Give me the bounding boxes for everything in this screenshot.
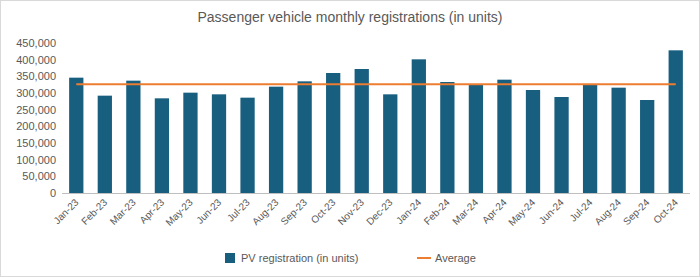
bar xyxy=(126,81,140,193)
x-tick-label: Nov-23 xyxy=(336,196,367,227)
x-axis xyxy=(62,193,690,194)
x-tick-label: Jul-23 xyxy=(225,196,252,223)
y-tick-label: 50,000 xyxy=(22,170,56,182)
x-tick-label: Jun-23 xyxy=(194,196,224,226)
bar xyxy=(355,69,369,193)
x-tick-label: Oct-23 xyxy=(309,196,338,225)
bar xyxy=(583,84,597,193)
line xyxy=(76,83,675,85)
y-tick-label: 0 xyxy=(50,187,56,199)
bar xyxy=(69,78,83,193)
bar xyxy=(526,90,540,193)
y-tick-label: 100,000 xyxy=(16,154,56,166)
y-tick-label: 400,000 xyxy=(16,54,56,66)
legend-label: PV registration (in units) xyxy=(241,252,358,264)
bar xyxy=(155,98,169,193)
y-tick-label: 250,000 xyxy=(16,104,56,116)
bar xyxy=(269,87,283,193)
y-tick-label: 300,000 xyxy=(16,87,56,99)
y-tick-label: 150,000 xyxy=(16,137,56,149)
bar xyxy=(298,81,312,193)
y-tick-label: 200,000 xyxy=(16,120,56,132)
legend: PV registration (in units) Average xyxy=(225,252,476,264)
bar xyxy=(240,98,254,193)
legend-swatch xyxy=(225,253,235,263)
chart-title: Passenger vehicle monthly registrations … xyxy=(197,9,502,25)
bar xyxy=(183,93,197,193)
x-tick-label: Jan-24 xyxy=(394,196,424,226)
x-tick-label: Jan-23 xyxy=(51,196,81,226)
plot-area xyxy=(69,50,683,193)
bar xyxy=(326,73,340,193)
x-tick-label: Aug-23 xyxy=(250,196,281,227)
bar xyxy=(98,96,112,193)
bar xyxy=(612,88,626,193)
x-tick-label: Dec-23 xyxy=(364,196,395,227)
chart-svg: Passenger vehicle monthly registrations … xyxy=(0,0,700,277)
x-tick-label: Oct-24 xyxy=(651,196,680,225)
legend-label: Average xyxy=(435,252,476,264)
bar xyxy=(440,82,454,193)
x-tick-label: Apr-23 xyxy=(137,196,166,225)
x-tick-label: Mar-23 xyxy=(108,196,138,226)
chart-border xyxy=(1,1,700,277)
y-tick-label: 450,000 xyxy=(16,37,56,49)
x-tick-label: Feb-23 xyxy=(79,196,109,226)
bar xyxy=(212,94,226,193)
x-tick-label: May-23 xyxy=(164,196,196,228)
bar xyxy=(669,50,683,193)
bar xyxy=(640,100,654,193)
x-tick-label: Mar-24 xyxy=(450,196,480,226)
legend-swatch xyxy=(417,257,431,259)
x-tick-label: Sep-23 xyxy=(278,196,309,227)
x-tick-label: May-24 xyxy=(506,196,538,228)
bar xyxy=(554,97,568,193)
x-tick-label: Jul-24 xyxy=(567,196,594,223)
bar xyxy=(412,59,426,193)
x-tick-label: Sep-24 xyxy=(621,196,652,227)
y-tick-label: 350,000 xyxy=(16,70,56,82)
bar xyxy=(497,80,511,193)
bar xyxy=(383,94,397,193)
x-tick-label: Aug-24 xyxy=(592,196,623,227)
x-tick-label: Apr-24 xyxy=(480,196,509,225)
chart-container: Passenger vehicle monthly registrations … xyxy=(0,0,700,277)
x-tick-label: Feb-24 xyxy=(422,196,452,226)
x-tick-label: Jun-24 xyxy=(537,196,567,226)
bar xyxy=(469,85,483,193)
